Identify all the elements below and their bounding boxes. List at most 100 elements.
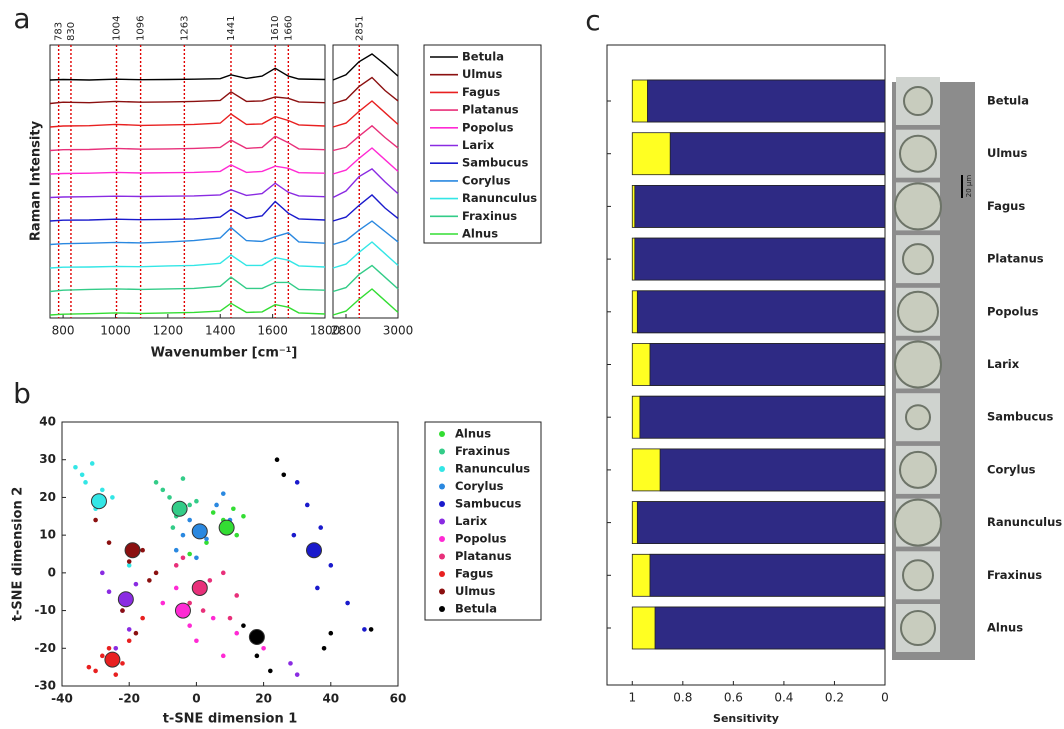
point — [234, 630, 240, 636]
point — [200, 608, 206, 613]
y-tick-label: 20 — [39, 490, 56, 504]
point — [180, 532, 186, 538]
point — [194, 638, 199, 644]
legend-label: Corylus — [455, 479, 504, 493]
spectrum-line — [332, 220, 399, 246]
x-tick-label: 1600 — [257, 324, 288, 338]
legend-label: Larix — [455, 514, 488, 528]
point — [93, 517, 98, 523]
point — [288, 661, 293, 666]
bar — [636, 290, 886, 334]
point — [194, 555, 199, 561]
legend-label: Sambucus — [462, 156, 528, 170]
point — [274, 457, 280, 463]
point — [126, 563, 132, 568]
y-tick-label: 0 — [48, 565, 56, 579]
legend-swatch — [439, 466, 445, 472]
y-tick-label: -30 — [34, 679, 56, 693]
point — [234, 532, 240, 538]
peak-label: 830 — [66, 22, 77, 41]
point — [133, 581, 139, 587]
centroid — [171, 500, 188, 517]
x-tick-label: 0.2 — [825, 691, 844, 705]
point — [160, 600, 166, 606]
point — [328, 630, 334, 636]
point — [79, 472, 85, 478]
spectrum-line — [49, 90, 326, 105]
point — [100, 570, 105, 576]
peak-label: 1441 — [226, 16, 237, 41]
point — [106, 589, 112, 595]
spectrum-line — [49, 226, 326, 246]
spectrum-line — [332, 124, 399, 152]
legend-label: Fagus — [455, 567, 493, 581]
spectrum-line — [332, 288, 399, 316]
x-tick-label: 1000 — [100, 324, 131, 338]
legend-swatch — [439, 606, 445, 612]
category-label: Betula — [987, 94, 1029, 108]
legend-frame — [424, 421, 542, 621]
category-label: Ranunculus — [987, 515, 1062, 529]
point — [100, 653, 105, 659]
panel-label: b — [13, 377, 31, 410]
bar — [639, 395, 886, 439]
legend-label: Ulmus — [455, 584, 495, 598]
point — [113, 672, 119, 677]
legend-label: Platanus — [462, 103, 519, 117]
point — [73, 464, 78, 470]
legend-swatch — [439, 553, 445, 560]
spectrum-line — [332, 100, 399, 128]
pollen-image — [902, 559, 934, 592]
legend-label: Ranunculus — [455, 462, 530, 476]
peak-label: 1660 — [283, 16, 294, 41]
x-tick-label: 0.8 — [673, 691, 692, 705]
panel-label: c — [585, 4, 600, 37]
point — [241, 513, 246, 519]
point — [204, 536, 209, 542]
x-tick-label: 0 — [881, 691, 889, 705]
spectrum-line — [49, 182, 326, 199]
point — [214, 502, 219, 508]
point — [173, 547, 179, 553]
bar — [636, 501, 886, 545]
point — [261, 645, 266, 651]
pollen-image — [903, 86, 933, 116]
centroid — [306, 542, 322, 559]
x-tick-label: 20 — [255, 692, 272, 706]
point — [210, 510, 216, 515]
point — [126, 627, 132, 632]
bar — [647, 79, 886, 123]
point — [194, 498, 199, 504]
scale-label: 20 μm — [965, 175, 973, 198]
peak-label: 2851 — [354, 16, 365, 41]
point — [328, 563, 334, 568]
point — [254, 653, 260, 659]
spectrum-line — [332, 241, 399, 269]
category-label: Alnus — [987, 621, 1023, 635]
point — [167, 495, 172, 500]
category-label: Sambucus — [987, 410, 1053, 424]
bar — [659, 448, 886, 492]
x-tick-label: 2800 — [331, 324, 362, 338]
point — [318, 525, 324, 530]
legend-swatch — [439, 536, 445, 542]
point — [204, 540, 209, 545]
pollen-image — [894, 498, 942, 547]
plot-frame — [332, 44, 399, 319]
y-tick-label: 40 — [39, 415, 56, 429]
x-tick-label: 1800 — [310, 324, 341, 338]
point — [268, 668, 273, 674]
y-tick-label: 10 — [39, 528, 56, 542]
plot-frame — [49, 44, 326, 319]
point — [170, 525, 176, 530]
peak-label: 1096 — [136, 16, 147, 41]
pollen-image — [894, 340, 942, 389]
legend-swatch — [439, 448, 445, 455]
point — [220, 653, 226, 659]
centroid — [90, 493, 107, 510]
point — [120, 661, 125, 666]
panel-label: a — [13, 2, 30, 35]
x-tick-label: 0.6 — [724, 691, 743, 705]
spectrum-line — [332, 194, 399, 222]
centroid — [191, 579, 208, 596]
